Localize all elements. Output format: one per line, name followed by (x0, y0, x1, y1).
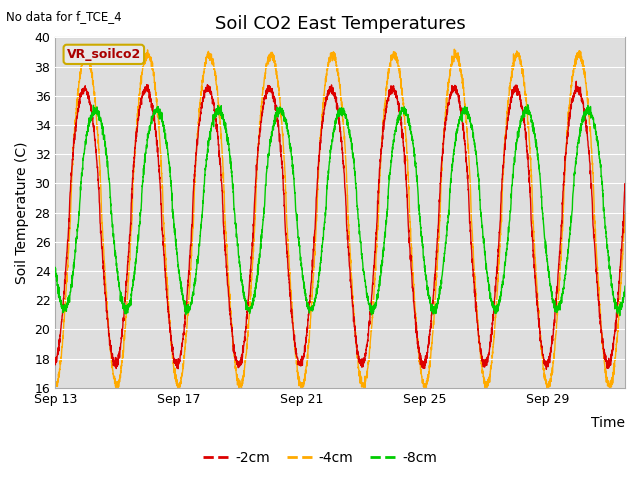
Legend: -2cm, -4cm, -8cm: -2cm, -4cm, -8cm (198, 445, 442, 471)
Text: VR_soilco2: VR_soilco2 (67, 48, 141, 61)
Y-axis label: Soil Temperature (C): Soil Temperature (C) (15, 141, 29, 284)
Text: Time: Time (591, 416, 625, 430)
Text: No data for f_TCE_4: No data for f_TCE_4 (6, 10, 122, 23)
Title: Soil CO2 East Temperatures: Soil CO2 East Temperatures (215, 15, 465, 33)
